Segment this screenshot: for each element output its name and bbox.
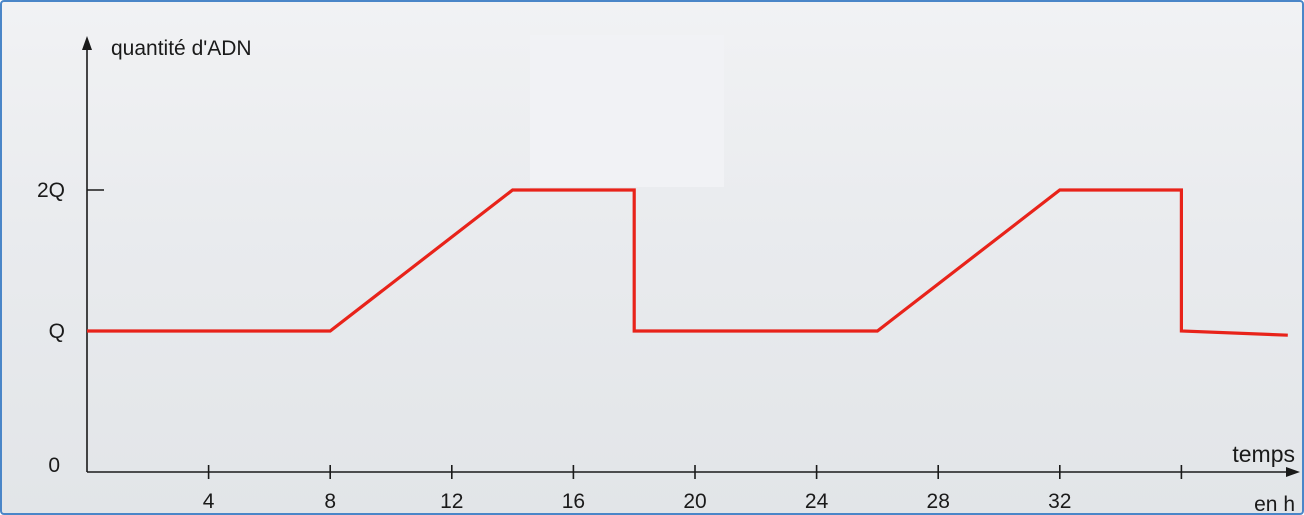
y-tick-label-Q: Q bbox=[49, 320, 65, 343]
y-origin-label: 0 bbox=[48, 454, 60, 477]
x-tick-label-4: 4 bbox=[203, 490, 215, 513]
x-tick-label-28: 28 bbox=[927, 490, 950, 513]
y-axis-label: quantité d'ADN bbox=[111, 37, 252, 60]
x-axis-arrow bbox=[1286, 467, 1300, 477]
dna-quantity-line bbox=[87, 188, 1288, 337]
x-tick-label-12: 12 bbox=[440, 490, 463, 513]
x-tick-label-24: 24 bbox=[805, 490, 829, 513]
y-ticks: Q 2Q bbox=[37, 179, 104, 343]
blank-patch bbox=[530, 35, 724, 187]
x-axis-label: temps bbox=[1232, 441, 1295, 467]
x-tick-label-20: 20 bbox=[683, 490, 706, 513]
x-tick-label-32: 32 bbox=[1048, 490, 1071, 513]
y-axis-arrow bbox=[82, 36, 92, 50]
axes bbox=[82, 36, 1300, 477]
x-tick-label-16: 16 bbox=[562, 490, 585, 513]
x-ticks: 4 8 12 16 20 24 28 32 bbox=[203, 465, 1183, 513]
series-layer bbox=[87, 188, 1288, 337]
x-axis-unit: en h bbox=[1254, 493, 1295, 513]
x-tick-label-8: 8 bbox=[324, 490, 336, 513]
y-tick-label-2Q: 2Q bbox=[37, 179, 65, 202]
